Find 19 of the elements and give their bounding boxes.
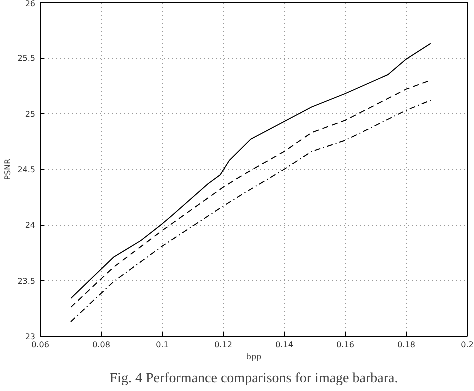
x-tick-label: 0.16 bbox=[336, 340, 354, 350]
x-axis-title: bpp bbox=[246, 352, 262, 362]
y-tick-label: 24 bbox=[25, 221, 36, 230]
y-tick-label: 23.5 bbox=[18, 276, 36, 286]
y-tick-label: 25.5 bbox=[18, 54, 36, 64]
x-tick-label: 0.18 bbox=[398, 340, 416, 350]
line-series bbox=[70, 43, 432, 300]
x-tick-label: 0.14 bbox=[276, 340, 294, 350]
x-tick-label: 0.06 bbox=[32, 340, 50, 350]
x-tick-label: 0.1 bbox=[156, 340, 169, 350]
y-tick-label: 25 bbox=[25, 110, 36, 119]
y-tick-label: 23 bbox=[25, 332, 36, 342]
y-tick-label: 26 bbox=[25, 0, 36, 8]
x-tick-label: 0.2 bbox=[461, 340, 474, 350]
y-tick-label: 24.5 bbox=[18, 166, 36, 174]
y-axis-title: PSNR bbox=[4, 158, 13, 180]
x-tick-label: 0.08 bbox=[92, 340, 110, 350]
caption: Fig. 4 Performance comparisons for image barbara. bbox=[110, 372, 398, 386]
x-tick-label: 0.12 bbox=[214, 340, 232, 350]
